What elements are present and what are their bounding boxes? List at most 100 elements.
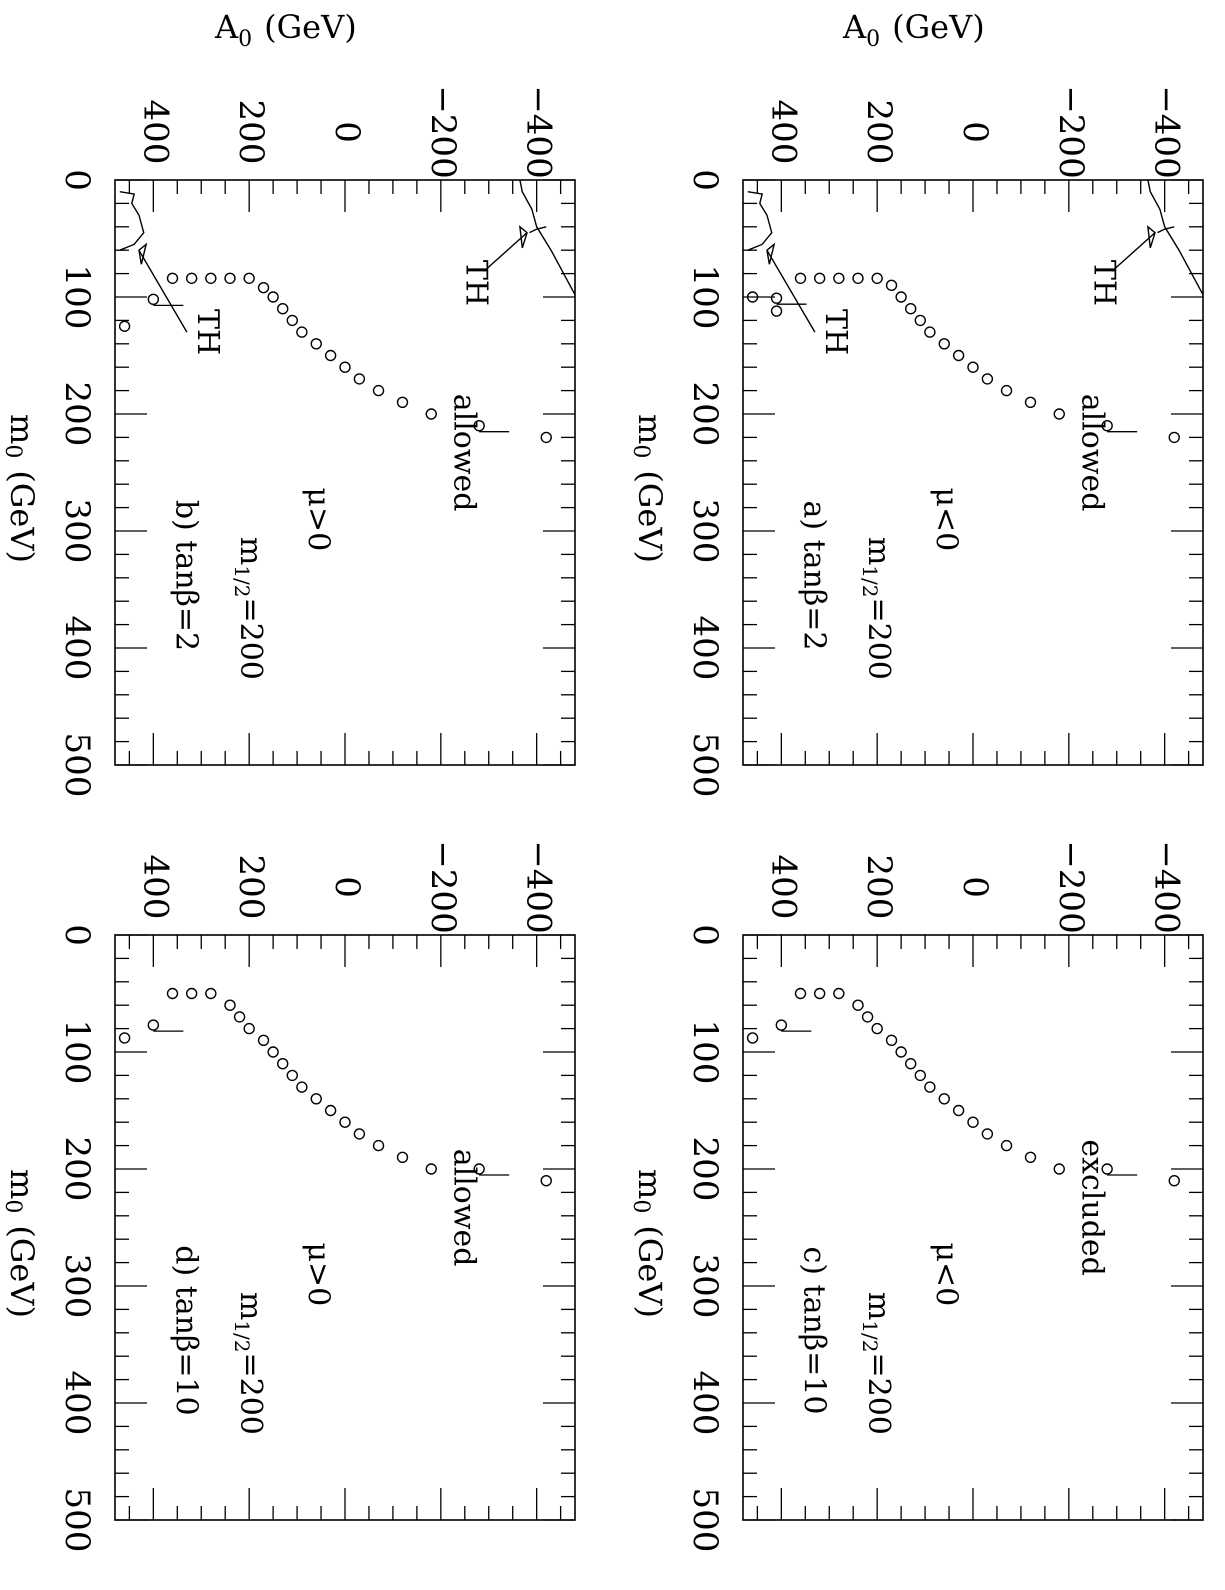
boundary-point: [775, 1019, 788, 1031]
y-tick-label: 200: [231, 855, 271, 920]
boundary-point: [1000, 1139, 1013, 1152]
mass-subscript: 1/2: [231, 565, 255, 597]
boundary-point: [257, 281, 270, 294]
x-axis-title: m0 (GeV): [0, 414, 42, 563]
boundary-point: [166, 987, 179, 1000]
boundary-point: [981, 1128, 994, 1140]
x-tick-label: 0: [57, 169, 97, 191]
boundary-point: [425, 408, 437, 420]
boundary-point: [794, 987, 807, 1000]
boundary-point: [185, 987, 198, 1000]
boundary-point: [770, 292, 783, 304]
th-boundary-lower-jag: [529, 226, 547, 234]
boundary-point: [277, 303, 289, 315]
boundary-point: [1101, 1163, 1113, 1175]
x-tick-label: 400: [685, 616, 725, 681]
boundary-point: [905, 1057, 917, 1070]
boundary-point: [425, 1163, 437, 1175]
y-axis-subscript: 0: [238, 27, 252, 52]
boundary-point: [852, 272, 864, 284]
x-axis-subscript: 0: [0, 1199, 25, 1213]
boundary-point: [1053, 408, 1065, 420]
y-axis-title: A0 (GeV): [842, 8, 985, 52]
boundary-point: [861, 1011, 874, 1023]
y-tick-label: 400: [135, 855, 175, 920]
th-arrow-lower: [1111, 225, 1156, 272]
x-axis-title: m0 (GeV): [628, 414, 670, 563]
y-axis-unit: (GeV): [264, 8, 357, 46]
boundary-point: [277, 1057, 289, 1070]
x-axis-symbol: m: [632, 414, 670, 444]
x-tick-label: 500: [685, 1488, 725, 1553]
mass-value: =200: [861, 1352, 896, 1434]
boundary-point: [1024, 396, 1037, 408]
boundary-point: [746, 291, 759, 303]
y-axis-title: A0 (GeV): [214, 8, 357, 52]
th-arrow-lower: [483, 225, 528, 272]
mass-subscript: 1/2: [859, 565, 883, 597]
y-tick-label: −200: [423, 85, 463, 178]
boundary-point: [257, 1034, 270, 1047]
mass-value: =200: [233, 1352, 268, 1434]
panel-d: 0 100 200 300 400 500 −400 −200 0 200 400 d) tanβ=1…: [0, 840, 576, 1553]
boundary-point: [885, 279, 898, 291]
boundary-point: [396, 396, 409, 408]
boundary-point: [967, 1116, 979, 1128]
y-tick-label: −200: [1051, 840, 1091, 933]
boundary-point: [952, 1104, 965, 1117]
boundary-point: [981, 373, 994, 385]
x-tick-label: 200: [57, 1137, 97, 1202]
mu-label: μ>0: [300, 1242, 335, 1306]
boundary-point: [185, 272, 198, 284]
region-label: excluded: [1074, 1139, 1109, 1276]
x-axis-unit: (GeV): [4, 1225, 42, 1318]
boundary-point: [118, 1032, 131, 1044]
y-tick-label: 400: [135, 100, 175, 165]
boundary-point: [224, 999, 236, 1011]
boundary-point: [224, 272, 236, 284]
x-tick-label: 100: [57, 1020, 97, 1085]
x-axis-unit: (GeV): [632, 1225, 670, 1318]
y-tick-label: −200: [423, 840, 463, 933]
boundary-point: [473, 1163, 485, 1175]
mass-label: m1/2=200: [859, 1292, 897, 1435]
boundary-point: [324, 349, 337, 362]
boundary-point: [895, 291, 907, 303]
region-label: allowed: [1074, 394, 1109, 512]
x-axis-subscript: 0: [628, 1199, 653, 1213]
mass-value: =200: [861, 597, 896, 679]
th-label-lower: TH: [1086, 260, 1121, 306]
boundary-point: [286, 314, 298, 327]
boundary-point: [372, 384, 385, 397]
th-label-lower: TH: [458, 260, 493, 306]
boundary-point: [833, 987, 845, 1000]
x-axis-title: m0 (GeV): [628, 1169, 670, 1318]
boundary-point: [205, 987, 217, 1000]
x-axis-symbol: m: [632, 1169, 670, 1199]
boundary-point: [324, 1104, 337, 1117]
x-tick-label: 100: [57, 265, 97, 330]
boundary-point: [1053, 1163, 1065, 1175]
x-axis-unit: (GeV): [4, 470, 42, 563]
boundary-point: [310, 1093, 322, 1105]
boundary-point: [813, 987, 826, 1000]
mass-value: =200: [233, 597, 268, 679]
x-tick-label: 500: [57, 1488, 97, 1553]
x-tick-label: 400: [57, 616, 97, 681]
boundary-point: [243, 272, 255, 284]
th-label-upper: TH: [818, 309, 853, 355]
x-tick-label: 300: [685, 1254, 725, 1319]
x-tick-label: 400: [57, 1371, 97, 1436]
boundary-point: [1168, 1174, 1180, 1187]
boundary-point: [205, 272, 217, 284]
y-axis-subscript: 0: [866, 27, 880, 52]
y-tick-label: 0: [327, 121, 367, 143]
boundary-point: [833, 272, 845, 284]
panel-label: d) tanβ=10: [168, 1245, 203, 1415]
y-tick-label: 200: [231, 100, 271, 165]
boundary-point: [770, 305, 783, 317]
boundary-point: [905, 303, 917, 315]
mass-label: m1/2=200: [231, 537, 269, 680]
boundary-point: [746, 1032, 759, 1044]
x-axis-title: m0 (GeV): [0, 1169, 42, 1318]
